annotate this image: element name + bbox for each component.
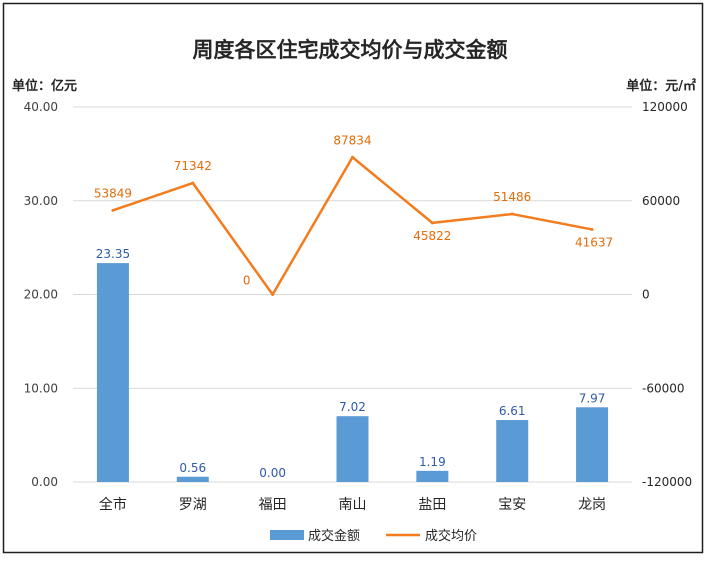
bar [416,470,449,482]
bar [96,263,129,482]
legend: 成交金额 成交均价 [270,528,477,544]
left-axis: 0.00 10.00 20.00 30.00 40.00 [24,100,58,489]
x-tick-label: 全市 [99,496,127,513]
bar-data-label: 7.02 [339,400,366,414]
bar [576,407,609,482]
right-tick-label: -60000 [642,381,685,395]
right-axis: -120000 -60000 0 60000 120000 [642,100,692,489]
line-data-label: 45822 [413,229,451,243]
bar [176,476,209,482]
left-tick-label: 20.00 [24,288,58,302]
line-data-label: 0 [243,274,251,288]
chart-title: 周度各区住宅成交均价与成交金额 [193,38,508,62]
left-tick-label: 0.00 [31,475,58,489]
left-axis-unit: 单位：亿元 [12,78,77,94]
line-point [510,212,514,216]
x-tick-label: 盐田 [418,497,446,513]
bar-data-label: 0.56 [179,461,206,475]
right-tick-label: 60000 [642,194,680,208]
x-tick-label: 南山 [339,497,367,513]
x-tick-label: 罗湖 [179,497,207,513]
line-point [191,181,195,185]
bar [496,420,529,482]
line-data-label: 41637 [575,235,613,249]
line-data-label: 71342 [174,159,212,173]
x-axis: 全市 罗湖 福田 南山 盐田 宝安 龙岗 [99,496,606,513]
left-tick-label: 10.00 [24,381,58,395]
x-tick-label: 龙岗 [578,497,606,513]
bar [336,416,369,482]
line-data-label: 53849 [94,186,132,200]
line-point [271,293,275,296]
bar-data-label: 7.97 [579,391,606,405]
right-tick-label: 0 [642,288,650,302]
line-point [351,155,354,159]
right-tick-label: -120000 [642,475,692,489]
bar-data-label: 6.61 [499,404,526,418]
x-tick-label: 福田 [259,497,287,513]
legend-label-amount: 成交金额 [308,528,360,544]
bar-data-label: 0.00 [259,466,286,480]
x-tick-label: 宝安 [498,497,526,513]
bar-data-label: 23.35 [96,247,130,261]
line-point [111,208,115,212]
line-series: 53849 71342 0 87834 45822 51486 41637 [94,133,613,296]
right-tick-label: 120000 [642,100,688,114]
left-tick-label: 40.00 [24,100,58,114]
line-point [430,221,434,225]
left-tick-label: 30.00 [24,194,58,208]
line-data-label: 87834 [333,133,371,147]
bar-series: 23.35 0.56 0.00 7.02 1.19 6.61 7.97 [96,247,609,482]
line-point [590,227,594,231]
gridlines [73,106,632,483]
legend-swatch-bar [270,530,304,540]
legend-label-price: 成交均价 [425,528,477,544]
line-data-label: 51486 [493,190,531,204]
right-axis-unit: 单位：元/㎡ [626,78,696,94]
bar-data-label: 1.19 [419,455,446,469]
